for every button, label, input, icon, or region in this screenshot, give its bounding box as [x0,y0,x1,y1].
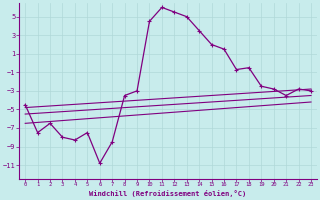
X-axis label: Windchill (Refroidissement éolien,°C): Windchill (Refroidissement éolien,°C) [90,190,247,197]
